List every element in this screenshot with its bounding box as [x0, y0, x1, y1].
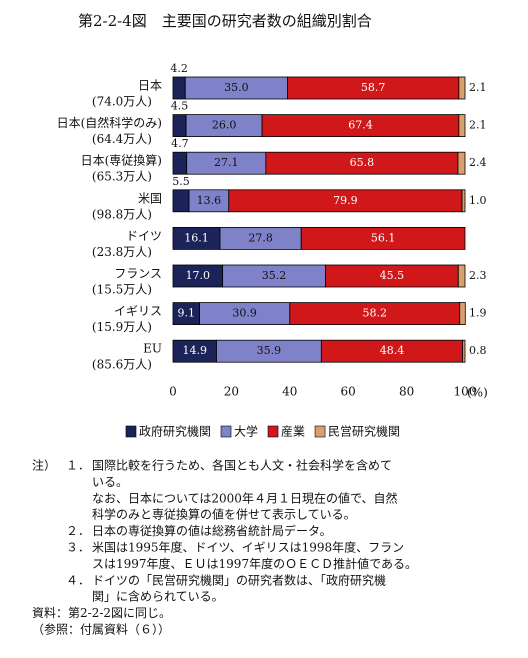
- category-label: 日本(自然科学のみ): [57, 115, 162, 130]
- bar-segment: [461, 189, 466, 213]
- x-tick-label: 0: [169, 385, 177, 399]
- value-label: 14.9: [183, 344, 208, 357]
- category-sublabel: (15.9万人): [92, 320, 152, 334]
- value-label: 0.8: [469, 344, 487, 357]
- legend-swatch: [125, 425, 137, 438]
- x-tick-label: 40: [282, 385, 297, 399]
- value-label: 16.1: [184, 231, 209, 244]
- bar-segment: [459, 302, 466, 326]
- value-label: 27.1: [214, 156, 239, 169]
- value-label: 79.9: [333, 194, 358, 207]
- note-number: ４．: [66, 573, 90, 587]
- value-label: 35.9: [257, 344, 282, 357]
- value-label: 2.1: [469, 81, 487, 94]
- value-label: 2.4: [469, 156, 487, 169]
- value-label: 1.9: [469, 307, 487, 320]
- category-label: イギリス: [114, 304, 162, 318]
- note-text: 関」に含められている。: [92, 589, 224, 604]
- category-label: 日本(専従換算): [81, 153, 162, 168]
- value-label: 45.5: [380, 269, 405, 282]
- value-label: 58.7: [361, 81, 386, 94]
- note-text: いる。: [92, 475, 128, 489]
- legend-label: 産業: [281, 424, 305, 439]
- category-label: EU: [143, 342, 162, 356]
- category-sublabel: (64.4万人): [92, 132, 152, 146]
- legend-swatch: [267, 425, 279, 438]
- x-tick-label: 80: [399, 385, 414, 399]
- note-number: ３．: [66, 541, 90, 555]
- value-label: 26.0: [212, 119, 237, 132]
- category-sublabel: (85.6万人): [92, 358, 152, 372]
- legend-swatch: [314, 425, 326, 438]
- value-label: 4.7: [171, 137, 189, 150]
- source: 資料：第2-2-2図に同じ。: [32, 606, 171, 620]
- category-label: フランス: [114, 267, 162, 281]
- legend-swatch: [220, 425, 232, 438]
- legend-label: 民営研究機関: [328, 424, 400, 439]
- category-sublabel: (74.0万人): [92, 95, 152, 109]
- value-label: 17.0: [186, 269, 211, 282]
- bar-segment: [300, 226, 466, 250]
- value-label: 30.9: [232, 307, 257, 320]
- value-label: 5.5: [172, 175, 190, 188]
- value-label: 4.2: [170, 62, 188, 75]
- note-number: ２．: [66, 524, 90, 538]
- value-label: 2.1: [469, 119, 487, 132]
- notes-marker: 注）: [32, 458, 56, 473]
- bar-segment: [172, 114, 187, 137]
- value-label: 35.0: [224, 81, 249, 94]
- bar-segment: [457, 151, 466, 175]
- value-label: 35.2: [262, 269, 287, 282]
- value-label: 1.0: [469, 194, 487, 207]
- value-label: 4.5: [171, 100, 189, 113]
- category-label: ドイツ: [126, 229, 162, 243]
- bar-segment: [462, 339, 466, 363]
- legend-label: 大学: [234, 424, 258, 439]
- legend-label: 政府研究機関: [139, 424, 211, 439]
- category-label: 日本: [138, 79, 162, 93]
- category-sublabel: (23.8万人): [92, 245, 152, 259]
- value-label: 58.2: [363, 307, 388, 320]
- value-label: 65.8: [350, 156, 375, 169]
- note-text: なお、日本については2000年４月１日現在の値で、自然: [92, 490, 397, 505]
- bar-segment: [458, 76, 466, 100]
- note-text: 米国は1995年度、ドイツ、イギリスは1998年度、フラン: [92, 540, 404, 555]
- note-text: ドイツの「民営研究機関」の研究者数は、「政府研究機: [92, 572, 386, 587]
- bar-segment: [172, 189, 190, 213]
- category-sublabel: (15.5万人): [92, 283, 152, 297]
- value-label: 9.1: [178, 307, 196, 320]
- category-label: 米国: [138, 191, 162, 205]
- value-label: 48.4: [380, 344, 405, 357]
- note-text: 科学のみと専従換算の値を併せて表示している。: [92, 507, 356, 522]
- reference: （参照：付属資料（６））: [32, 622, 170, 637]
- value-label: 27.8: [248, 231, 273, 244]
- category-sublabel: (65.3万人): [92, 170, 152, 184]
- value-label: 56.1: [371, 231, 396, 244]
- note-text: 日本の専従換算の値は総務省統計局データ。: [92, 523, 332, 538]
- x-axis-unit: (%): [467, 386, 488, 400]
- x-tick-label: 100: [454, 385, 477, 399]
- note-text: 国際比較を行うため、各国とも人文・社会科学を含めて: [92, 458, 392, 473]
- value-label: 13.6: [197, 194, 222, 207]
- chart-title: 第2-2-4図 主要国の研究者数の組織別割合: [78, 12, 372, 30]
- value-label: 67.4: [348, 119, 373, 132]
- bar-segment: [457, 264, 466, 288]
- note-number: １．: [66, 459, 90, 473]
- bar-segment: [172, 151, 188, 175]
- value-label: 2.3: [469, 269, 487, 282]
- bar-segment: [172, 76, 186, 100]
- category-sublabel: (98.8万人): [92, 207, 152, 221]
- note-text: スは1997年度、ＥＵは1997年度のＯＥＣＤ推計値である。: [92, 556, 417, 571]
- x-tick-label: 60: [341, 385, 356, 399]
- bar-segment: [458, 114, 466, 137]
- x-tick-label: 20: [224, 385, 239, 399]
